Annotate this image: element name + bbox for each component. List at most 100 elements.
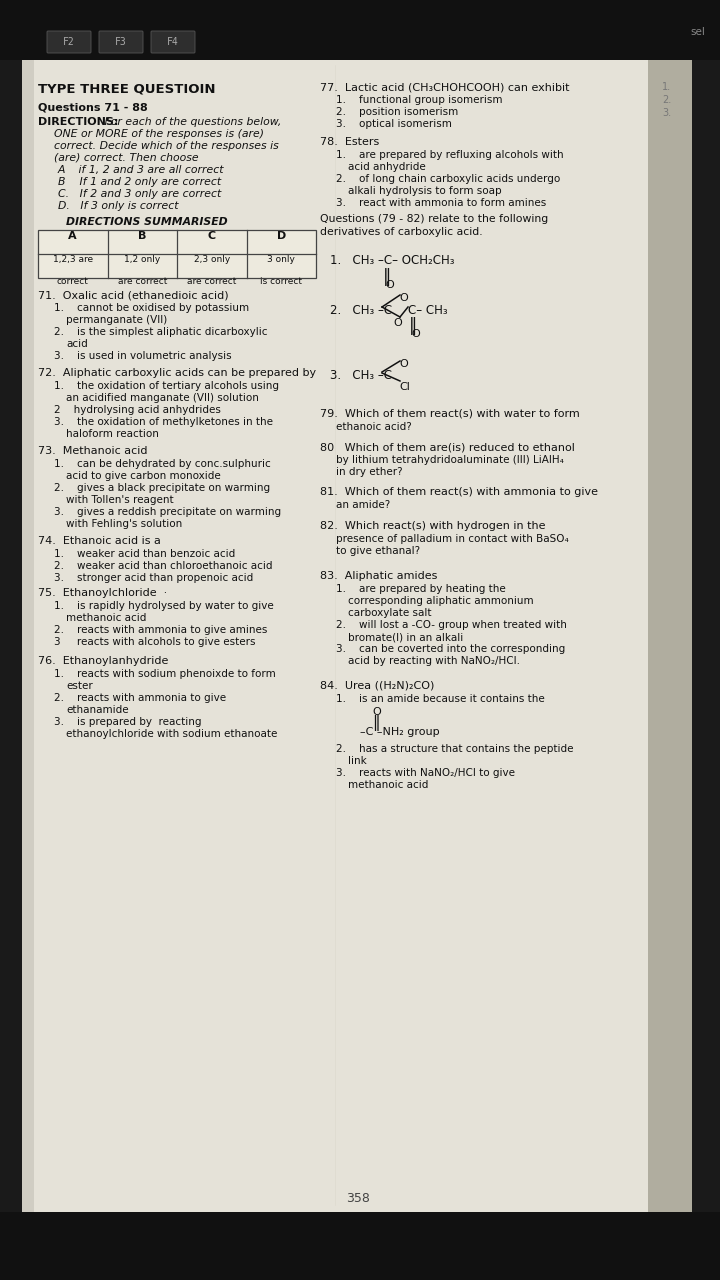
Text: 2.    has a structure that contains the peptide: 2. has a structure that contains the pep…	[336, 744, 574, 754]
Text: 81.  Which of them react(s) with ammonia to give: 81. Which of them react(s) with ammonia …	[320, 486, 598, 497]
Text: 1.    functional group isomerism: 1. functional group isomerism	[336, 95, 503, 105]
Text: by lithium tetrahydridoaluminate (III) LiAlH₄: by lithium tetrahydridoaluminate (III) L…	[336, 454, 564, 465]
Text: acid: acid	[66, 339, 88, 349]
Text: 77.  Lactic acid (CH₃CHOHCOOH) can exhibit: 77. Lactic acid (CH₃CHOHCOOH) can exhibi…	[320, 82, 570, 92]
Text: O: O	[385, 280, 394, 291]
Text: 3.    can be coverted into the corresponding: 3. can be coverted into the correspondin…	[336, 644, 565, 654]
Text: methanoic acid: methanoic acid	[66, 613, 146, 623]
Bar	[0, 1212, 720, 1280]
Text: 1,2,3 are: 1,2,3 are	[53, 255, 93, 264]
Text: permanganate (VII): permanganate (VII)	[66, 315, 167, 325]
Text: with Fehling's solution: with Fehling's solution	[66, 518, 182, 529]
Text: DIRECTIONS SUMMARISED: DIRECTIONS SUMMARISED	[66, 218, 228, 227]
Text: 2    hydrolysing acid anhydrides: 2 hydrolysing acid anhydrides	[54, 404, 221, 415]
Text: 3.   CH₃ –C: 3. CH₃ –C	[330, 369, 392, 381]
Text: 82.  Which react(s) with hydrogen in the: 82. Which react(s) with hydrogen in the	[320, 521, 546, 531]
Text: methanoic acid: methanoic acid	[348, 780, 428, 790]
Text: 3.    optical isomerism: 3. optical isomerism	[336, 119, 452, 129]
Text: alkali hydrolysis to form soap: alkali hydrolysis to form soap	[348, 186, 502, 196]
Text: 2.    position isomerism: 2. position isomerism	[336, 108, 458, 116]
Text: ethanamide: ethanamide	[66, 705, 129, 716]
Text: 3.    is used in volumetric analysis: 3. is used in volumetric analysis	[54, 351, 232, 361]
Text: D: D	[276, 230, 286, 241]
Text: ‖: ‖	[372, 716, 379, 731]
Text: 3.    gives a reddish precipitate on warming: 3. gives a reddish precipitate on warmin…	[54, 507, 281, 517]
Text: 1.    the oxidation of tertiary alcohols using: 1. the oxidation of tertiary alcohols us…	[54, 381, 279, 390]
Text: O: O	[399, 293, 408, 303]
Text: DIRECTIONS:: DIRECTIONS:	[38, 116, 118, 127]
Text: 1.    are prepared by heating the: 1. are prepared by heating the	[336, 584, 505, 594]
Text: 2.    weaker acid than chloroethanoic acid: 2. weaker acid than chloroethanoic acid	[54, 561, 272, 571]
Text: bromate(I) in an alkali: bromate(I) in an alkali	[348, 632, 463, 643]
FancyBboxPatch shape	[99, 31, 143, 52]
Text: 3.    stronger acid than propenoic acid: 3. stronger acid than propenoic acid	[54, 573, 253, 582]
Text: acid by reacting with NaNO₂/HCl.: acid by reacting with NaNO₂/HCl.	[348, 655, 520, 666]
Text: ‖: ‖	[383, 268, 391, 285]
Bar	[0, 0, 720, 60]
Text: 2.    gives a black precipitate on warming: 2. gives a black precipitate on warming	[54, 483, 270, 493]
Text: –C –NH₂ group: –C –NH₂ group	[360, 727, 440, 737]
Text: ONE or MORE of the responses is (are): ONE or MORE of the responses is (are)	[54, 129, 264, 140]
Text: ethanoic acid?: ethanoic acid?	[336, 422, 412, 431]
Text: carboxylate salt: carboxylate salt	[348, 608, 431, 618]
Text: Questions 71 - 88: Questions 71 - 88	[38, 102, 148, 113]
Text: correct: correct	[57, 276, 89, 285]
Bar	[648, 60, 692, 1212]
Text: O: O	[393, 317, 402, 328]
Text: 73.  Methanoic acid: 73. Methanoic acid	[38, 445, 148, 456]
Text: 2.   CH₃ –C: 2. CH₃ –C	[330, 303, 392, 317]
Text: ethanoylchloride with sodium ethanoate: ethanoylchloride with sodium ethanoate	[66, 730, 277, 739]
Text: 2.    reacts with ammonia to give: 2. reacts with ammonia to give	[54, 692, 226, 703]
Text: 358: 358	[346, 1192, 370, 1204]
Text: ester: ester	[66, 681, 93, 691]
Text: 1.    reacts with sodium phenoixde to form: 1. reacts with sodium phenoixde to form	[54, 669, 276, 678]
Text: 1,2 only: 1,2 only	[124, 255, 161, 264]
Text: 2.    of long chain carboxylic acids undergo: 2. of long chain carboxylic acids underg…	[336, 174, 560, 184]
Text: 1.    is rapidly hydrolysed by water to give: 1. is rapidly hydrolysed by water to giv…	[54, 602, 274, 611]
Text: 1.    are prepared by refluxing alcohols with: 1. are prepared by refluxing alcohols wi…	[336, 150, 564, 160]
Text: 1.    weaker acid than benzoic acid: 1. weaker acid than benzoic acid	[54, 549, 235, 559]
Text: 2.    is the simplest aliphatic dicarboxylic: 2. is the simplest aliphatic dicarboxyli…	[54, 326, 268, 337]
Text: haloform reaction: haloform reaction	[66, 429, 159, 439]
Text: D.   If 3 only is correct: D. If 3 only is correct	[58, 201, 179, 211]
Text: 84.  Urea ((H₂N)₂CO): 84. Urea ((H₂N)₂CO)	[320, 681, 434, 691]
Text: F2: F2	[63, 37, 75, 47]
Text: are correct: are correct	[117, 276, 167, 285]
Text: O: O	[372, 707, 381, 717]
Text: 2.: 2.	[662, 95, 671, 105]
Text: to give ethanal?: to give ethanal?	[336, 547, 420, 556]
Text: C.   If 2 and 3 only are correct: C. If 2 and 3 only are correct	[58, 189, 221, 198]
Text: O: O	[399, 358, 408, 369]
Text: 3     reacts with alcohols to give esters: 3 reacts with alcohols to give esters	[54, 637, 256, 646]
Text: 79.  Which of them react(s) with water to form: 79. Which of them react(s) with water to…	[320, 410, 580, 419]
Text: 3.    is prepared by  reacting: 3. is prepared by reacting	[54, 717, 202, 727]
Text: an acidified manganate (VII) solution: an acidified manganate (VII) solution	[66, 393, 259, 403]
Text: F4: F4	[167, 37, 179, 47]
Text: (are) correct. Then choose: (are) correct. Then choose	[54, 154, 199, 163]
Text: 3.    the oxidation of methylketones in the: 3. the oxidation of methylketones in the	[54, 417, 273, 428]
Text: A: A	[68, 230, 77, 241]
Text: 72.  Aliphatic carboxylic acids can be prepared by: 72. Aliphatic carboxylic acids can be pr…	[38, 369, 316, 378]
Text: with Tollen's reagent: with Tollen's reagent	[66, 495, 174, 506]
Text: 1.: 1.	[662, 82, 671, 92]
Text: A    if 1, 2 and 3 are all correct: A if 1, 2 and 3 are all correct	[58, 165, 225, 175]
Text: 1.    is an amide because it contains the: 1. is an amide because it contains the	[336, 694, 545, 704]
FancyBboxPatch shape	[47, 31, 91, 52]
Text: 74.  Ethanoic acid is a: 74. Ethanoic acid is a	[38, 536, 161, 547]
Text: are correct: are correct	[187, 276, 236, 285]
Text: C: C	[207, 230, 216, 241]
Text: 75.  Ethanoylchloride  ·: 75. Ethanoylchloride ·	[38, 588, 167, 598]
Text: 78.  Esters: 78. Esters	[320, 137, 379, 147]
Text: TYPE THREE QUESTIOIN: TYPE THREE QUESTIOIN	[38, 82, 215, 95]
Text: C– CH₃: C– CH₃	[408, 303, 448, 317]
Text: B    If 1 and 2 only are correct: B If 1 and 2 only are correct	[58, 177, 221, 187]
Text: correct. Decide which of the responses is: correct. Decide which of the responses i…	[54, 141, 279, 151]
Text: acid anhydride: acid anhydride	[348, 163, 426, 172]
Text: presence of palladium in contact with BaSO₄: presence of palladium in contact with Ba…	[336, 534, 569, 544]
Text: 3 only: 3 only	[267, 255, 295, 264]
Text: an amide?: an amide?	[336, 500, 390, 509]
Text: Cl: Cl	[399, 381, 410, 392]
Text: acid to give carbon monoxide: acid to give carbon monoxide	[66, 471, 221, 481]
Text: 2,3 only: 2,3 only	[194, 255, 230, 264]
Text: 76.  Ethanoylanhydride: 76. Ethanoylanhydride	[38, 655, 168, 666]
